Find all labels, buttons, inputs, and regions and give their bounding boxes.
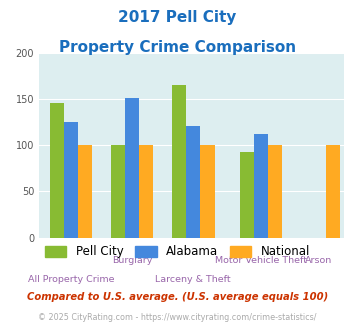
Text: Property Crime Comparison: Property Crime Comparison xyxy=(59,40,296,54)
Bar xyxy=(186,126,200,238)
Text: 2017 Pell City: 2017 Pell City xyxy=(118,10,237,25)
Bar xyxy=(50,103,64,238)
Bar xyxy=(254,134,268,238)
Text: Arson: Arson xyxy=(305,256,332,265)
Bar xyxy=(125,98,139,238)
Bar xyxy=(64,122,78,238)
Bar xyxy=(200,145,214,238)
Bar xyxy=(78,145,92,238)
Bar xyxy=(240,152,254,238)
Bar xyxy=(268,145,282,238)
Text: © 2025 CityRating.com - https://www.cityrating.com/crime-statistics/: © 2025 CityRating.com - https://www.city… xyxy=(38,314,317,322)
Legend: Pell City, Alabama, National: Pell City, Alabama, National xyxy=(40,241,315,263)
Text: All Property Crime: All Property Crime xyxy=(28,275,114,283)
Bar xyxy=(326,145,340,238)
Bar xyxy=(111,145,125,238)
Bar xyxy=(172,85,186,238)
Text: Burglary: Burglary xyxy=(112,256,152,265)
Bar xyxy=(139,145,153,238)
Text: Compared to U.S. average. (U.S. average equals 100): Compared to U.S. average. (U.S. average … xyxy=(27,292,328,302)
Text: Larceny & Theft: Larceny & Theft xyxy=(155,275,231,283)
Text: Motor Vehicle Theft: Motor Vehicle Theft xyxy=(215,256,307,265)
